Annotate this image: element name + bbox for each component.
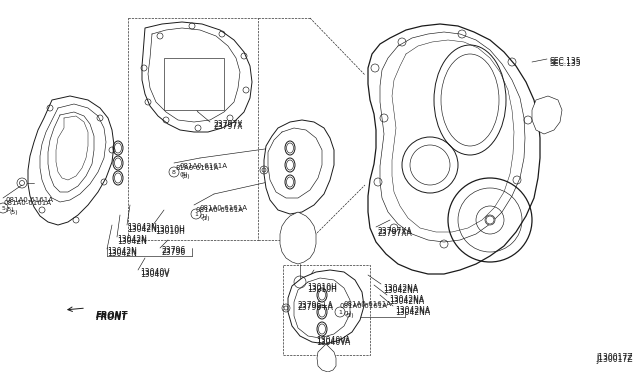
Text: 081A0-6161A: 081A0-6161A	[200, 205, 248, 211]
Text: 13042N: 13042N	[117, 237, 147, 246]
Text: 13010H: 13010H	[307, 285, 337, 294]
Text: 081A0-6161A: 081A0-6161A	[179, 163, 227, 169]
Text: (1): (1)	[200, 214, 209, 219]
Text: J130017Z: J130017Z	[596, 355, 632, 364]
Polygon shape	[532, 96, 562, 134]
Text: 13040VA: 13040VA	[316, 336, 350, 345]
Text: 13042NA: 13042NA	[389, 295, 424, 304]
Text: (1): (1)	[202, 216, 211, 221]
Text: 23797XA: 23797XA	[378, 227, 413, 236]
Text: 081A0-6161A: 081A0-6161A	[340, 303, 388, 309]
Text: (8): (8)	[182, 174, 191, 179]
Text: SEC.135: SEC.135	[549, 57, 580, 66]
Polygon shape	[28, 96, 114, 225]
Text: 081A0-6161A: 081A0-6161A	[3, 200, 51, 206]
Text: 13042N: 13042N	[107, 249, 137, 258]
Text: 081A0-6161A: 081A0-6161A	[5, 197, 53, 203]
Polygon shape	[368, 24, 540, 274]
Circle shape	[0, 203, 8, 213]
Circle shape	[169, 167, 179, 177]
Circle shape	[335, 307, 345, 317]
Text: 13010H: 13010H	[155, 225, 185, 234]
Text: (5): (5)	[5, 207, 13, 212]
Circle shape	[191, 209, 201, 219]
Text: 23796+A: 23796+A	[297, 301, 333, 310]
Text: 081A0-6161A: 081A0-6161A	[344, 301, 392, 307]
Text: 13010H: 13010H	[155, 227, 185, 236]
Text: 81A0-6161A: 81A0-6161A	[176, 165, 220, 171]
Text: 23797X: 23797X	[214, 122, 243, 131]
Polygon shape	[317, 344, 336, 372]
Text: 13042N: 13042N	[127, 225, 157, 234]
Text: 1: 1	[338, 310, 342, 314]
Polygon shape	[142, 22, 252, 132]
Text: 1: 1	[194, 212, 198, 217]
Text: 23797X: 23797X	[214, 120, 243, 129]
Polygon shape	[264, 120, 334, 214]
Text: 13042NA: 13042NA	[395, 308, 430, 317]
Polygon shape	[288, 270, 364, 344]
Text: 13040V: 13040V	[140, 270, 170, 279]
Text: 13010H: 13010H	[307, 283, 337, 292]
Text: FRONT: FRONT	[96, 311, 128, 320]
Polygon shape	[280, 212, 316, 264]
Text: 13040V: 13040V	[140, 268, 170, 277]
Text: FRONT: FRONT	[96, 313, 128, 322]
Text: 13042N: 13042N	[117, 235, 147, 244]
Text: 23796+A: 23796+A	[297, 303, 333, 312]
Text: 13042N: 13042N	[107, 247, 137, 256]
Text: 13042NA: 13042NA	[383, 286, 418, 295]
Bar	[164, 58, 224, 110]
Text: (8): (8)	[179, 172, 188, 177]
Text: 23797XA: 23797XA	[378, 229, 413, 238]
Text: 13040VA: 13040VA	[316, 338, 350, 347]
Text: (1): (1)	[344, 311, 353, 316]
Text: 8: 8	[172, 170, 176, 174]
Text: (5): (5)	[9, 210, 18, 215]
Circle shape	[485, 215, 495, 225]
Text: SEC.135: SEC.135	[549, 59, 580, 68]
Text: 13042NA: 13042NA	[395, 306, 430, 315]
Text: 23796: 23796	[162, 248, 186, 257]
Text: (1): (1)	[346, 313, 355, 318]
Text: 23796: 23796	[162, 246, 186, 255]
Text: 13042NA: 13042NA	[383, 284, 418, 293]
Text: 081A0-6161A: 081A0-6161A	[196, 207, 244, 213]
Text: 13042NA: 13042NA	[389, 297, 424, 306]
Text: 5: 5	[1, 205, 5, 211]
Text: 13042N: 13042N	[127, 223, 157, 232]
Text: J130017Z: J130017Z	[596, 353, 632, 362]
